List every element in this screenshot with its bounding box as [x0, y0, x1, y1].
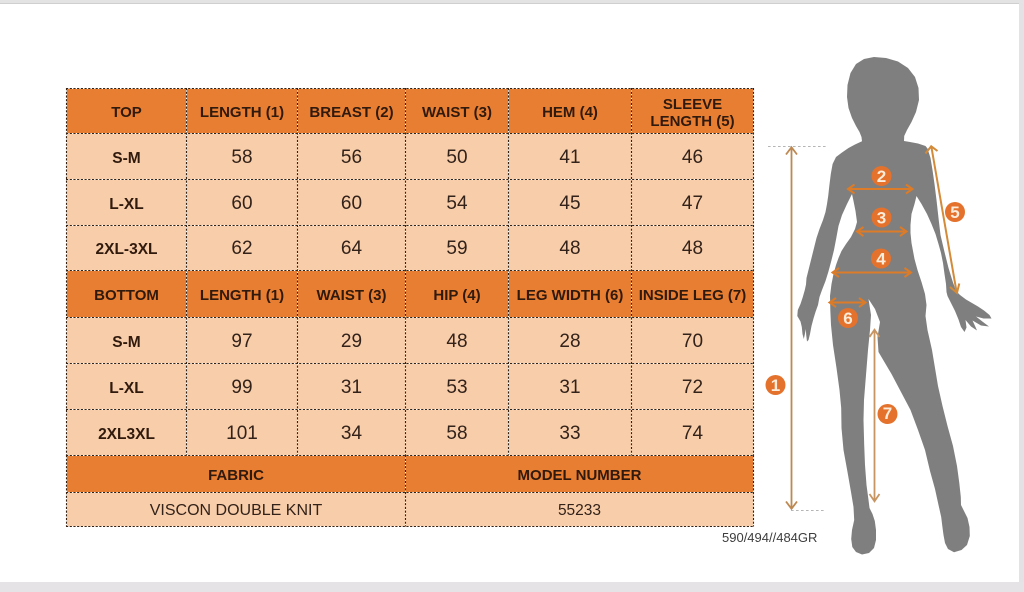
svg-text:7: 7 [883, 404, 892, 423]
svg-text:5: 5 [950, 203, 959, 222]
svg-text:1: 1 [771, 376, 780, 395]
svg-text:4: 4 [876, 250, 886, 269]
svg-text:2: 2 [877, 167, 886, 186]
svg-text:6: 6 [843, 309, 852, 328]
svg-text:3: 3 [877, 209, 886, 228]
